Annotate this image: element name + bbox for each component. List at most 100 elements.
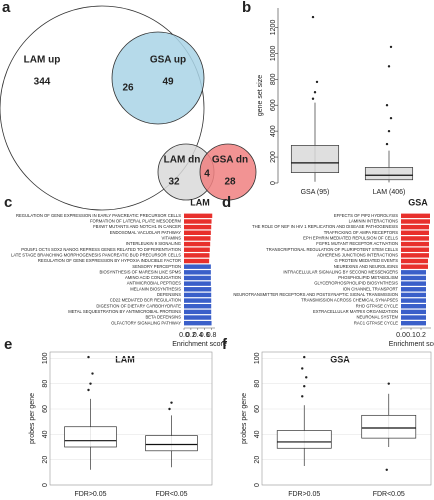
x-tick-label: FDR<0.05: [373, 491, 405, 498]
outlier: [89, 382, 92, 385]
category-label: METAL SEQUESTRATION BY ANTIMICROBIAL PRO…: [68, 309, 181, 314]
bar: [184, 292, 212, 298]
y-tick-label: 20: [42, 456, 49, 464]
outlier: [389, 45, 393, 49]
x-tick-label: FDR>0.05: [74, 491, 106, 498]
bar: [401, 230, 429, 235]
y-axis-label: gene set size: [257, 75, 264, 116]
y-tick-label: 100: [254, 352, 261, 364]
y-tick-label: 80: [42, 380, 49, 388]
panel-letter: c: [4, 194, 12, 211]
venn-overlap-count: 4: [204, 169, 210, 180]
category-label: POU5F1 OCT4 SOX2 NANOG REPRESS GENES REL…: [21, 247, 181, 252]
venn-count: 32: [168, 177, 180, 188]
category-label: FBXW7 MUTANTS AND NOTCH1 IN CANCER: [93, 224, 181, 229]
bar: [401, 320, 426, 326]
category-label: RAC1 GTPASE CYCLE: [354, 320, 398, 325]
bar: [401, 219, 430, 224]
venn-circle: [199, 143, 257, 201]
venn-label: GSA dn: [212, 155, 248, 166]
y-tick-label: 0: [42, 483, 49, 487]
venn-overlap-count: 26: [122, 83, 134, 94]
category-label: BETA DEFENSINS: [145, 315, 181, 320]
venn-label: LAM dn: [164, 155, 201, 166]
panel-letter: a: [2, 0, 11, 16]
bar: [401, 270, 426, 275]
x-tick-label: 0.1: [406, 332, 416, 339]
outlier: [311, 15, 315, 19]
outlier: [301, 367, 304, 370]
outlier: [385, 104, 389, 107]
venn-count: 49: [162, 77, 174, 88]
category-label: MELANIN BIOSYNTHESIS: [130, 286, 181, 291]
bar: [401, 292, 426, 298]
bar: [184, 230, 211, 235]
chart-title: LAM: [115, 354, 135, 364]
bar: [401, 236, 429, 241]
x-axis-label: Enrichment score: [389, 341, 434, 348]
bar: [401, 247, 429, 252]
y-tick-label: 100: [42, 352, 49, 364]
chart-title: GSA: [330, 354, 350, 364]
venn-label: LAM up: [24, 55, 61, 66]
bar: [184, 219, 212, 224]
outlier: [303, 385, 306, 388]
venn-count: 344: [34, 77, 51, 88]
bar: [401, 315, 426, 320]
category-label: GLYCEROPHOSPHOLIPID BIOSYNTHESIS: [314, 281, 398, 286]
venn-label: GSA up: [150, 55, 186, 66]
outlier: [387, 382, 390, 385]
bar: [184, 270, 211, 275]
panel-letter: f: [222, 336, 228, 353]
y-tick-label: 40: [254, 430, 261, 438]
x-tick-label: 0.2: [186, 332, 196, 339]
category-label: TRAFFICKING OF AMPA RECEPTORS: [324, 230, 399, 235]
box: [276, 430, 332, 449]
y-tick-label: 800: [270, 73, 277, 85]
y-axis-label: probes per gene: [241, 393, 248, 444]
category-label: ION CHANNEL TRANSPORT: [343, 286, 399, 291]
bar: [184, 275, 211, 281]
bar: [184, 213, 213, 219]
category-label: LAMININ INTERACTIONS: [349, 219, 399, 224]
category-label: ADHERENS JUNCTIONS INTERACTIONS: [317, 252, 398, 257]
category-label: INTRACELLULAR SIGNALING BY SECOND MESSEN…: [283, 269, 398, 274]
outlier: [387, 65, 391, 68]
outlier: [313, 91, 317, 94]
box: [361, 414, 417, 439]
y-tick-label: 1000: [270, 45, 277, 61]
bar: [401, 253, 429, 258]
category-label: NEURONAL SYSTEM: [357, 315, 399, 320]
outlier: [389, 116, 393, 120]
panel-letter: e: [4, 336, 12, 353]
category-label: CD22 MEDIATED BCR REGULATION: [110, 298, 181, 303]
outlier: [385, 142, 389, 146]
x-tick-label: LAM (406): [373, 189, 406, 196]
bar: [401, 281, 426, 286]
x-tick-label: FDR>0.05: [288, 491, 320, 498]
y-axis-label: probes per gene: [29, 393, 36, 444]
category-label: THE ROLE OF NEF IN HIV 1 REPLICATION AND…: [252, 224, 398, 229]
x-tick-label: 0.2: [416, 332, 426, 339]
venn-circle: [111, 31, 205, 125]
category-label: BIOSYNTHESIS OF MARESIN LIKE SPMS: [100, 269, 182, 274]
category-label: VITAMINS: [162, 236, 182, 241]
y-tick-label: 400: [270, 125, 277, 137]
chart-title: GSA: [408, 197, 428, 207]
outlier: [315, 80, 319, 84]
box: [145, 435, 198, 452]
outlier: [301, 395, 304, 398]
bar: [401, 213, 430, 219]
category-label: RHO GTPASE CYCLE: [356, 303, 398, 308]
category-label: PHOSPHOLIPID METABOLISM: [338, 275, 398, 280]
chart-title: LAM: [190, 197, 210, 207]
bar: [184, 241, 211, 247]
bar: [184, 298, 212, 303]
category-label: NEUREXINS AND NEUROLIGINS: [334, 264, 398, 269]
panel-letter: d: [222, 194, 231, 211]
bar: [184, 281, 211, 286]
y-tick-label: 60: [42, 405, 49, 413]
x-tick-label: 0.0: [396, 332, 406, 339]
category-label: G PROTEIN MEDIATED EVENTS: [335, 258, 399, 263]
category-label: EFFECTS OF PIP2 HYDROLYSIS: [334, 213, 398, 218]
